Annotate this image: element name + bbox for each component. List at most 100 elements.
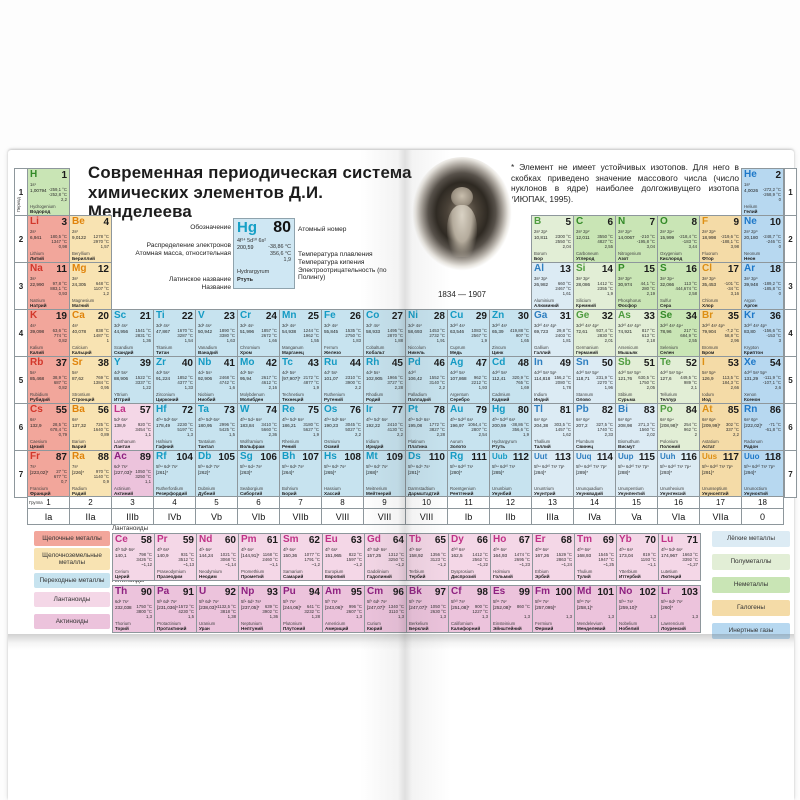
category-label: Переходные металлы: [39, 576, 105, 584]
element-cell-Pt: Pt 78 4f¹⁴ 5d⁹ 6s¹ 195,08 1772 °C 3827 °C 2,28…: [405, 403, 448, 451]
element-mass: 51,996: [240, 328, 255, 334]
element-cell-As: As 33 3d¹⁰ 4s² 4p³ 74,921 817 °C 613 °C 2,18 Ar…: [615, 309, 658, 357]
element-latin-name: Xenon: [744, 392, 757, 397]
element-symbol: Au: [450, 404, 464, 415]
element-mass: [237,05]*: [241, 604, 260, 610]
element-mass: 173,04: [619, 552, 634, 558]
element-russian-name: Родий: [366, 397, 381, 402]
element-latin-name: Plutonium: [283, 621, 303, 626]
element-config: 4d⁸ 5s¹: [366, 370, 380, 375]
element-russian-name: Астат: [702, 444, 715, 449]
element-number: 100: [555, 587, 572, 598]
legend-sample-number: 80: [273, 219, 291, 236]
element-russian-name: Бор: [534, 256, 543, 261]
group-roman-5: Vb: [195, 508, 238, 525]
element-number: 101: [597, 587, 614, 598]
element-symbol: Er: [535, 534, 546, 545]
element-mass: [231,036]*: [157, 604, 178, 610]
element-symbol: Na: [30, 263, 43, 274]
element-temps: 1412 °C 2562 °C ~1,22: [472, 552, 488, 568]
element-latin-name: Lutetium: [661, 569, 678, 574]
element-config: 3d¹⁰ 4s² 4p³: [618, 323, 641, 328]
element-mass: 74,921: [618, 328, 633, 334]
element-mass: 79,904: [702, 328, 717, 334]
element-mass: [227,03]*: [114, 469, 133, 475]
element-symbol: I: [702, 357, 705, 368]
element-config: 2s² 2p⁶: [744, 229, 758, 234]
element-temps: 1529 °C 2863 °C ~1,24: [556, 552, 572, 568]
element-number: 26: [349, 311, 361, 322]
element-latin-name: Cadmium: [492, 392, 511, 397]
element-cell-K: K 19 4s¹ 39,098 63,6 °C 774 °C 0,82 Kalium Калий: [27, 309, 70, 357]
element-temps: 27 °C 677 °C 0,7: [53, 469, 67, 485]
element-cell-Kr: Kr 36 3d¹⁰ 4s² 4p⁶ 83,80 -156,6 °C -153 °C 3 Kr…: [741, 309, 784, 357]
category-label: Лантаноиды: [53, 595, 91, 603]
element-config: 4f¹⁰ 6s²: [451, 547, 465, 552]
element-mass: 174,967: [661, 552, 678, 558]
element-config: 6s² 6p⁶: [744, 417, 758, 422]
element-number: 40: [181, 358, 193, 369]
element-russian-name: Осмий: [324, 444, 340, 449]
category-swatch-lm: Лёгкие металлы: [712, 531, 790, 547]
element-mass: [251,08]*: [451, 604, 470, 610]
element-temps: 1278 °C 2970 °C 1,57: [93, 234, 109, 250]
element-latin-name: Curium: [367, 621, 381, 626]
element-cell-Uuq: Uuq 114 5f¹⁴ 6d¹⁰ 7s² 7p² [289]* Ununquadium…: [573, 450, 616, 498]
group-roman-6: VIb: [237, 508, 280, 525]
element-number: 13: [559, 264, 571, 275]
group-roman-4: IVb: [153, 508, 196, 525]
element-temps: 630,5 °C 1750 °C 2,05: [638, 375, 655, 391]
element-config: 4f¹⁴ 5d⁷ 6s²: [366, 417, 388, 422]
element-symbol: Ca: [72, 310, 85, 321]
element-mass: 14,0067: [618, 234, 635, 240]
element-config: 3s² 3p⁴: [660, 276, 674, 281]
element-mass: 63,546: [450, 328, 465, 334]
element-latin-name: Osmium: [324, 439, 340, 444]
element-temps: 217 °C 684,9 °C 2,55: [680, 328, 697, 344]
element-number: 46: [433, 358, 445, 369]
element-mass: [257,095]*: [535, 604, 556, 610]
element-mass: 151,965: [325, 552, 342, 558]
element-russian-name: Плутоний: [283, 626, 306, 631]
element-mass: 164,93: [493, 552, 508, 558]
legend-label-boiling-point: Температура кипения: [298, 259, 365, 266]
element-number: 19: [55, 311, 67, 322]
element-mass: 196,97: [450, 422, 465, 428]
element-config: 4d¹⁰ 5s² 5p¹: [534, 370, 557, 375]
element-temps: 2617 °C 4612 °C 2,16: [261, 375, 277, 391]
element-russian-name: Иттербий: [619, 574, 641, 579]
element-latin-name: Hydrargyrum: [492, 439, 517, 444]
element-number: 20: [97, 311, 109, 322]
element-symbol: Cr: [240, 310, 252, 321]
element-config: 6d² 7s²: [115, 599, 129, 604]
element-latin-name: Niobium: [198, 392, 214, 397]
element-cell-Yb: Yb 70 4f¹⁴ 6s² 173,04 819 °C 1193 °C ~1,1 Ytter…: [616, 533, 659, 581]
period-number-left-2: 2: [14, 215, 28, 263]
element-number: 55: [55, 405, 67, 416]
element-russian-name: Иод: [702, 397, 711, 402]
element-number: 95: [350, 587, 362, 598]
element-latin-name: Selenium: [660, 345, 678, 350]
element-mass: 85,468: [30, 375, 45, 381]
element-latin-name: Cerium: [115, 569, 129, 574]
element-symbol: Np: [241, 586, 255, 597]
period-number-left-6: 6: [14, 403, 28, 451]
element-russian-name: Сера: [660, 303, 672, 308]
element-number: 90: [140, 587, 152, 598]
element-cell-Au: Au 79 4f¹⁴ 5d¹⁰ 6s¹ 196,97 1064,4 °C 2807 °C 2…: [447, 403, 490, 451]
element-temps: 254 °C 962 °C 2: [683, 422, 697, 438]
element-russian-name: Унунгексий: [660, 491, 686, 496]
element-cell-La: La 57 5d¹ 6s² 138,9 920 °C 3454 °C 1,1 Lanthanu…: [111, 403, 154, 451]
element-latin-name: Bromum: [702, 345, 719, 350]
element-symbol: Bi: [618, 404, 628, 415]
element-temps: 44,1 °C 280 °C 2,19: [640, 281, 655, 297]
element-cell-Re: Re 75 4f¹⁴ 5d⁵ 6s² 186,21 3180 °C 5627 °C 1,9 R…: [279, 403, 322, 451]
element-cell-Ta: Ta 73 4f¹⁴ 5d³ 6s² 180,95 2996 °C 5425 °C 1,5 T…: [195, 403, 238, 451]
element-symbol: Sb: [618, 357, 631, 368]
group-roman-10: VIII: [405, 508, 448, 525]
element-russian-name: Барий: [72, 444, 87, 449]
legend-label-atomic-mass: Атомная масса, относительная: [135, 250, 231, 257]
element-number: 52: [685, 358, 697, 369]
element-cell-Bh: Bh 107 5f¹⁴ 6d⁵ 7s² [264]* Bohrium Борий: [279, 450, 322, 498]
element-symbol: Tc: [282, 357, 293, 368]
